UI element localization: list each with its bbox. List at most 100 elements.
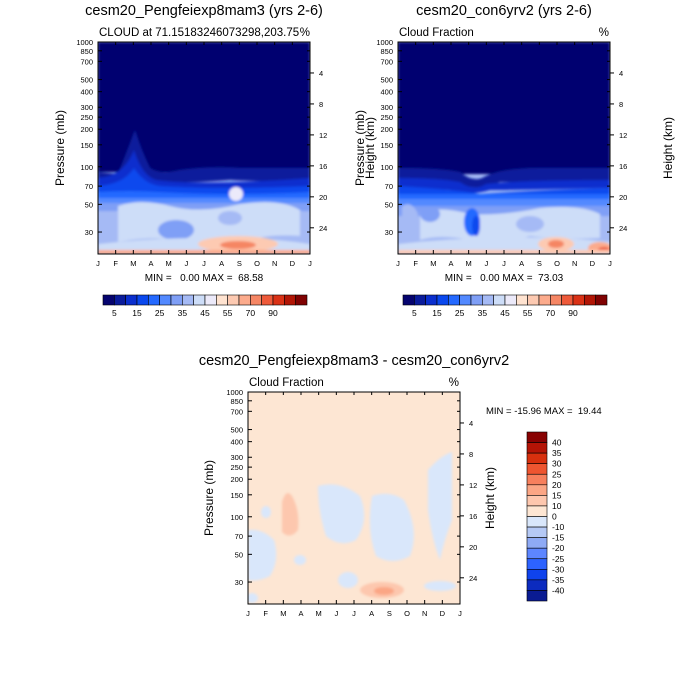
panel-3-field bbox=[248, 392, 460, 604]
height-tick-label: 20 bbox=[319, 193, 327, 202]
month-tick-label: M bbox=[280, 609, 286, 618]
panel-2-left-label: Cloud Fraction bbox=[399, 27, 474, 39]
panel-3-ylabel-right: Height (km) bbox=[483, 467, 497, 529]
pressure-tick-label: 1000 bbox=[376, 38, 393, 47]
panel-1-units-label: % bbox=[300, 27, 310, 39]
colorbar-swatch bbox=[284, 294, 296, 306]
colorbar-tick-label: 35 bbox=[552, 448, 562, 458]
colorbar-tick-label: 30 bbox=[552, 459, 562, 469]
colorbar-swatch bbox=[504, 294, 517, 306]
colorbar-tick-label: 25 bbox=[155, 308, 165, 318]
month-tick-label: J bbox=[458, 609, 462, 618]
pressure-tick-label: 250 bbox=[80, 113, 93, 122]
height-tick-label: 4 bbox=[319, 69, 323, 78]
height-tick-label: 16 bbox=[619, 162, 627, 171]
month-tick-label: J bbox=[96, 259, 100, 268]
colorbar-tick-label: 15 bbox=[432, 308, 442, 318]
pressure-tick-label: 200 bbox=[380, 125, 393, 134]
pressure-tick-label: 850 bbox=[230, 397, 243, 406]
colorbar-tick-label: 45 bbox=[200, 308, 210, 318]
month-tick-label: J bbox=[608, 259, 612, 268]
colorbar-swatch bbox=[526, 473, 548, 486]
pressure-tick-label: 100 bbox=[80, 163, 93, 172]
colorbar-tick-label: 10 bbox=[552, 501, 562, 511]
colorbar-swatch bbox=[436, 294, 449, 306]
colorbar-swatch bbox=[193, 294, 206, 306]
month-tick-label: A bbox=[298, 609, 303, 618]
month-tick-label: A bbox=[448, 259, 453, 268]
pressure-tick-label: 50 bbox=[85, 200, 93, 209]
colorbar-tick-label: -35 bbox=[552, 575, 565, 585]
panel-2-field bbox=[398, 42, 610, 254]
height-tick-label: 4 bbox=[619, 69, 623, 78]
colorbar-swatch bbox=[561, 294, 574, 306]
colorbar-tick-label: 55 bbox=[523, 308, 533, 318]
pressure-tick-label: 250 bbox=[230, 463, 243, 472]
pressure-tick-label: 300 bbox=[80, 103, 93, 112]
colorbar-tick-label: 55 bbox=[223, 308, 233, 318]
height-tick-label: 24 bbox=[469, 574, 477, 583]
colorbar-swatch bbox=[250, 294, 262, 306]
colorbar-tick-label: -20 bbox=[552, 543, 565, 553]
month-tick-label: F bbox=[413, 259, 418, 268]
panel-1: cesm20_Pengfeiexp8mam3 (yrs 2-6) CLOUD a… bbox=[53, 3, 377, 318]
pressure-tick-label: 50 bbox=[235, 550, 243, 559]
height-tick-label: 12 bbox=[619, 131, 627, 140]
colorbar-swatch bbox=[295, 294, 308, 306]
panel-2: cesm20_con6yrv2 (yrs 2-6) Cloud Fraction… bbox=[353, 3, 675, 318]
colorbar-tick-label: -10 bbox=[552, 522, 565, 532]
panel-2-title: cesm20_con6yrv2 (yrs 2-6) bbox=[416, 3, 592, 19]
colorbar-swatch bbox=[584, 294, 596, 306]
colorbar-tick-label: 70 bbox=[546, 308, 556, 318]
colorbar-tick-label: -15 bbox=[552, 533, 565, 543]
colorbar-swatch bbox=[516, 294, 528, 306]
month-tick-label: S bbox=[387, 609, 392, 618]
pressure-tick-label: 400 bbox=[380, 88, 393, 97]
colorbar-swatch bbox=[238, 294, 251, 306]
height-tick-label: 24 bbox=[619, 224, 627, 233]
colorbar-swatch bbox=[272, 294, 285, 306]
panel-2-minmax: MIN = 0.00 MAX = 73.03 bbox=[445, 273, 564, 284]
month-tick-label: N bbox=[572, 259, 577, 268]
colorbar-tick-label: 5 bbox=[412, 308, 417, 318]
colorbar-swatch bbox=[136, 294, 149, 306]
panel-1-ylabel: Pressure (mb) bbox=[53, 110, 67, 186]
month-tick-label: F bbox=[113, 259, 118, 268]
colorbar-swatch bbox=[227, 294, 240, 306]
colorbar-tick-label: -30 bbox=[552, 564, 565, 574]
month-tick-label: J bbox=[246, 609, 250, 618]
colorbar-swatch bbox=[526, 590, 548, 602]
panel-1-title: cesm20_Pengfeiexp8mam3 (yrs 2-6) bbox=[85, 3, 323, 19]
colorbar-tick-label: 25 bbox=[552, 469, 562, 479]
month-tick-label: A bbox=[148, 259, 153, 268]
colorbar-swatch bbox=[538, 294, 551, 306]
month-tick-label: M bbox=[166, 259, 172, 268]
panel-2-colorbar: 5 15 25 35 45 55 70 90 bbox=[402, 294, 608, 318]
colorbar-swatch bbox=[526, 558, 548, 570]
colorbar-swatch bbox=[448, 294, 460, 306]
colorbar-swatch bbox=[425, 294, 438, 306]
month-tick-label: A bbox=[219, 259, 224, 268]
pressure-tick-label: 150 bbox=[230, 491, 243, 500]
colorbar-tick-label: 35 bbox=[478, 308, 488, 318]
pressure-tick-label: 70 bbox=[235, 532, 243, 541]
colorbar-swatch bbox=[526, 516, 548, 528]
month-tick-label: J bbox=[396, 259, 400, 268]
panel-3-height-axis: 24 20 16 12 8 4 bbox=[460, 419, 477, 583]
colorbar-swatch bbox=[125, 294, 138, 306]
colorbar-swatch bbox=[526, 442, 548, 454]
month-tick-label: O bbox=[554, 259, 560, 268]
pressure-tick-label: 70 bbox=[385, 182, 393, 191]
month-tick-label: A bbox=[519, 259, 524, 268]
pressure-tick-label: 850 bbox=[380, 47, 393, 56]
panel-2-units-label: % bbox=[599, 27, 609, 39]
height-tick-label: 20 bbox=[469, 543, 477, 552]
height-tick-label: 16 bbox=[469, 512, 477, 521]
height-tick-label: 4 bbox=[469, 419, 473, 428]
panel-3-title: cesm20_Pengfeiexp8mam3 - cesm20_con6yrv2 bbox=[199, 353, 509, 369]
pressure-tick-label: 1000 bbox=[226, 388, 243, 397]
colorbar-tick-label: 90 bbox=[268, 308, 278, 318]
